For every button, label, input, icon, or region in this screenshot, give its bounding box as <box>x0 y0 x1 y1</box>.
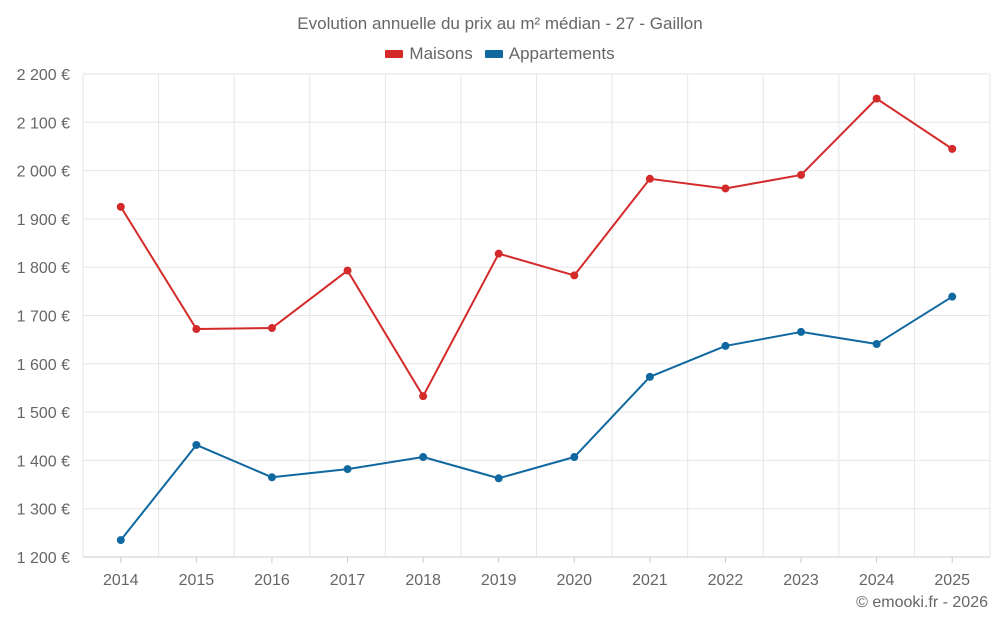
data-point-maisons[interactable] <box>645 174 654 183</box>
data-point-appartements[interactable] <box>797 327 806 336</box>
data-point-appartements[interactable] <box>570 453 579 462</box>
series-line-appartements <box>120 295 953 541</box>
x-tick-label: 2018 <box>405 572 441 589</box>
legend-swatch-appartements <box>484 50 503 58</box>
data-point-maisons[interactable] <box>267 324 276 333</box>
x-tick-label: 2016 <box>254 572 290 589</box>
data-point-appartements[interactable] <box>721 341 730 350</box>
y-tick-label: 1 800 € <box>17 260 70 277</box>
data-point-maisons[interactable] <box>192 325 201 334</box>
data-point-appartements[interactable] <box>494 474 503 483</box>
series-line-maisons <box>119 97 953 398</box>
data-point-maisons[interactable] <box>116 202 125 211</box>
data-point-appartements[interactable] <box>343 465 352 474</box>
data-point-maisons[interactable] <box>494 249 503 258</box>
y-tick-label: 1 900 € <box>17 212 70 229</box>
data-point-maisons[interactable] <box>797 170 806 179</box>
data-point-maisons[interactable] <box>343 266 352 275</box>
data-point-appartements[interactable] <box>192 440 201 449</box>
y-tick-label: 2 000 € <box>17 164 70 181</box>
y-tick-label: 1 200 € <box>17 550 70 567</box>
y-tick-label: 2 200 € <box>17 67 70 84</box>
x-tick-label: 2022 <box>708 572 744 589</box>
x-tick-label: 2023 <box>783 572 819 589</box>
data-point-appartements[interactable] <box>872 339 881 348</box>
data-point-appartements[interactable] <box>419 453 428 462</box>
footer-credit: © emooki.fr - 2026 <box>856 594 988 611</box>
data-point-maisons[interactable] <box>419 392 428 401</box>
x-tick-label: 2024 <box>859 572 895 589</box>
legend-swatch-maisons <box>385 50 404 58</box>
x-tick-label: 2019 <box>481 572 517 589</box>
legend-item-appartements[interactable]: Appartements <box>484 44 615 64</box>
legend: Maisons Appartements <box>0 44 1000 64</box>
data-point-maisons[interactable] <box>948 144 957 153</box>
data-point-appartements[interactable] <box>948 292 957 301</box>
legend-label-maisons: Maisons <box>409 44 473 63</box>
y-tick-label: 1 700 € <box>17 309 70 326</box>
y-tick-label: 2 100 € <box>17 115 70 132</box>
x-tick-label: 2014 <box>103 572 139 589</box>
data-point-maisons[interactable] <box>721 184 730 193</box>
legend-item-maisons[interactable]: Maisons <box>385 44 473 64</box>
y-tick-label: 1 600 € <box>17 357 70 374</box>
data-point-appartements[interactable] <box>645 372 654 381</box>
data-point-appartements[interactable] <box>116 536 125 545</box>
x-tick-label: 2021 <box>632 572 668 589</box>
x-tick-label: 2015 <box>179 572 215 589</box>
y-tick-label: 1 400 € <box>17 453 70 470</box>
y-tick-label: 1 300 € <box>17 502 70 519</box>
x-tick-label: 2025 <box>934 572 970 589</box>
x-tick-label: 2017 <box>330 572 366 589</box>
chart-title: Evolution annuelle du prix au m² médian … <box>297 14 703 33</box>
data-point-maisons[interactable] <box>872 94 881 103</box>
y-tick-label: 1 500 € <box>17 405 70 422</box>
x-tick-label: 2020 <box>556 572 592 589</box>
data-point-appartements[interactable] <box>267 473 276 482</box>
legend-label-appartements: Appartements <box>508 44 615 63</box>
data-point-maisons[interactable] <box>570 271 579 280</box>
